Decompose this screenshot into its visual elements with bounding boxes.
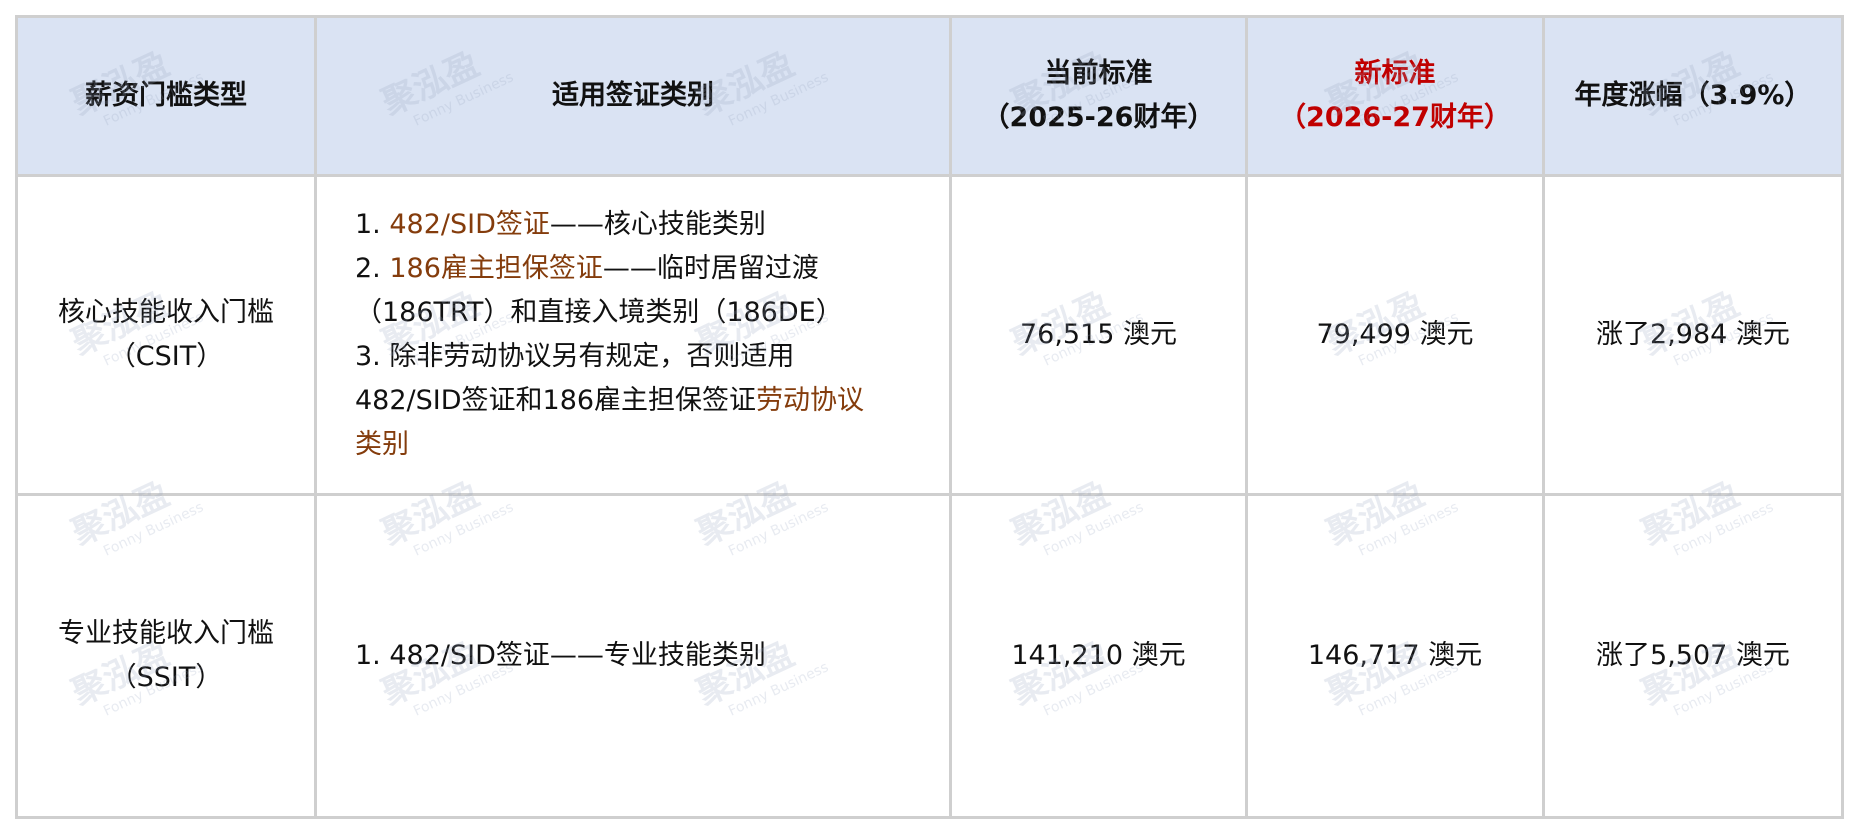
- header-current-year: （2025-26财年）: [982, 102, 1215, 133]
- type-abbr: （SSIT）: [109, 662, 223, 693]
- threshold-type-cell: 核心技能收入门槛 （CSIT）: [15, 174, 317, 496]
- type-name: 核心技能收入门槛: [58, 297, 274, 328]
- list-num: 2.: [355, 253, 390, 284]
- salary-threshold-table: 薪资门槛类型 适用签证类别 当前标准 （2025-26财年） 新标准 （2026-2…: [15, 15, 1844, 819]
- header-threshold-type: 薪资门槛类型: [15, 15, 317, 177]
- visa-text: ——核心技能类别: [549, 209, 766, 240]
- visa-highlight: 类别: [355, 429, 409, 460]
- visa-highlight: 劳动协议: [756, 385, 865, 416]
- table-row: 核心技能收入门槛 （CSIT） 1. 482/SID签证——核心技能类别 2. 1…: [15, 174, 1844, 496]
- current-standard-cell: 141,210 澳元: [949, 493, 1248, 819]
- table-header-row: 薪资门槛类型 适用签证类别 当前标准 （2025-26财年） 新标准 （2026-2…: [15, 15, 1844, 177]
- current-standard-cell: 76,515 澳元: [949, 174, 1248, 496]
- header-new-standard: 新标准 （2026-27财年）: [1245, 15, 1545, 177]
- type-abbr: （CSIT）: [108, 341, 224, 372]
- annual-increase-cell: 涨了2,984 澳元: [1542, 174, 1844, 496]
- new-standard-cell: 79,499 澳元: [1245, 174, 1545, 496]
- header-new-year: （2026-27财年）: [1279, 102, 1511, 133]
- visa-category-cell: 1. 482/SID签证——核心技能类别 2. 186雇主担保签证——临时居留过…: [314, 174, 952, 496]
- type-name: 专业技能收入门槛: [58, 618, 274, 649]
- visa-highlight: 186雇主担保签证: [389, 253, 603, 284]
- new-standard-cell: 146,717 澳元: [1245, 493, 1545, 819]
- list-num: 1.: [355, 209, 390, 240]
- visa-highlight: 482/SID签证: [389, 209, 550, 240]
- visa-category-cell: 1. 482/SID签证——专业技能类别: [314, 493, 952, 819]
- threshold-type-cell: 专业技能收入门槛 （SSIT）: [15, 493, 317, 819]
- visa-text: 3. 除非劳动协议另有规定，否则适用: [355, 341, 795, 372]
- header-visa-category: 适用签证类别: [314, 15, 952, 177]
- visa-text: （186TRT）和直接入境类别（186DE）: [355, 297, 843, 328]
- visa-text: 482/SID签证和186雇主担保签证: [355, 385, 757, 416]
- table-row: 专业技能收入门槛 （SSIT） 1. 482/SID签证——专业技能类别 141,…: [15, 493, 1844, 819]
- header-new-label: 新标准: [1354, 58, 1436, 89]
- annual-increase-cell: 涨了5,507 澳元: [1542, 493, 1844, 819]
- header-current-standard: 当前标准 （2025-26财年）: [949, 15, 1248, 177]
- header-annual-increase: 年度涨幅（3.9%）: [1542, 15, 1844, 177]
- visa-text: ——临时居留过渡: [602, 253, 819, 284]
- header-current-label: 当前标准: [1044, 58, 1153, 89]
